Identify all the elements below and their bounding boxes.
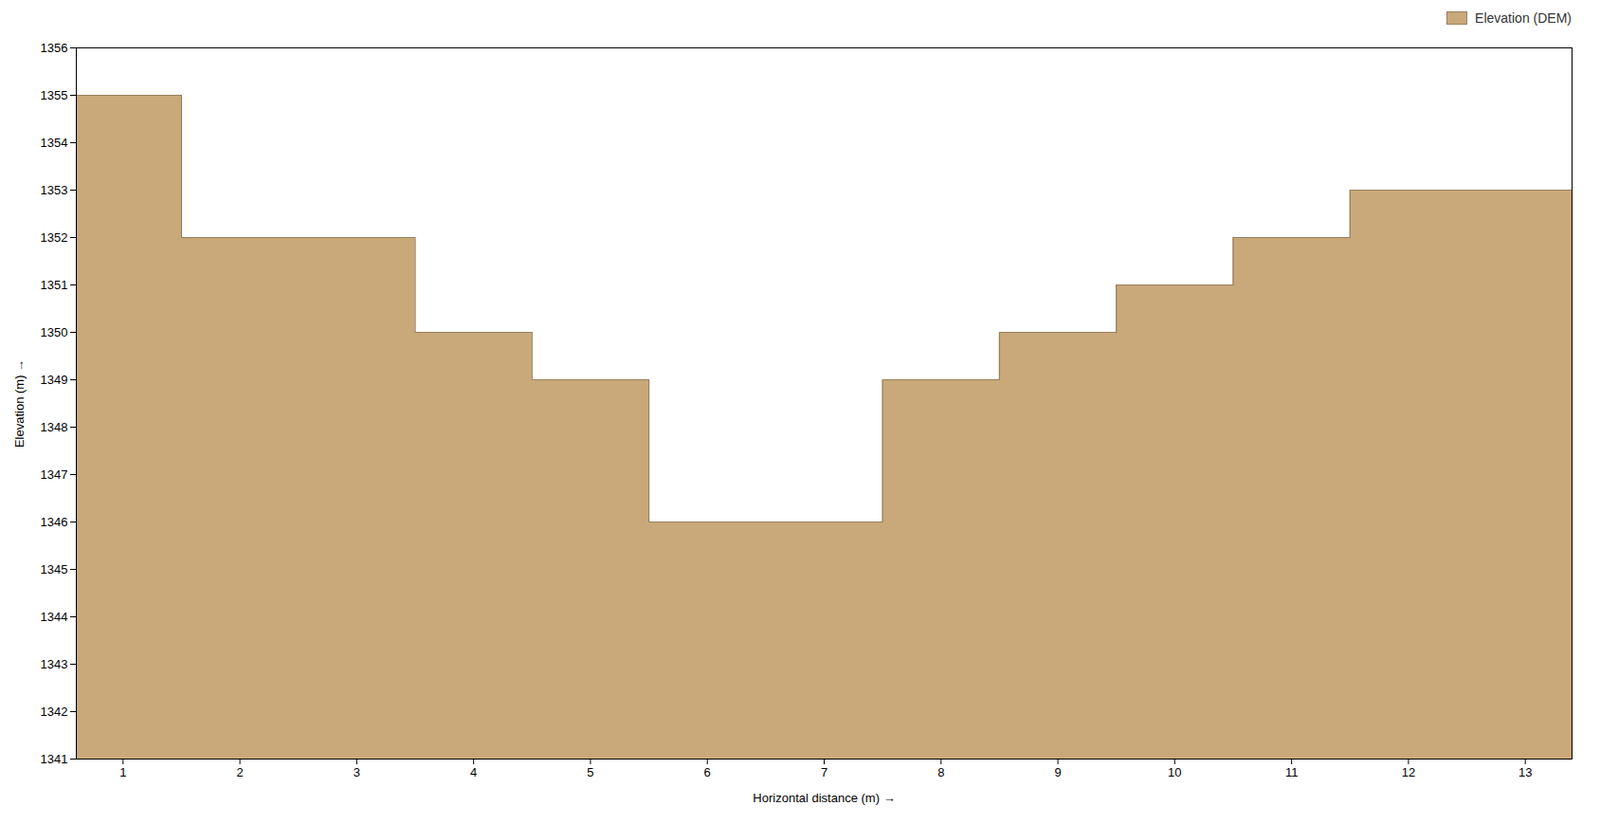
svg-text:12: 12 bbox=[1401, 764, 1416, 780]
svg-text:6: 6 bbox=[704, 764, 711, 780]
svg-text:9: 9 bbox=[1054, 764, 1061, 780]
svg-text:Horizontal distance (m) →: Horizontal distance (m) → bbox=[752, 790, 895, 805]
svg-text:1343: 1343 bbox=[40, 656, 69, 672]
svg-text:1345: 1345 bbox=[40, 562, 69, 577]
svg-text:1350: 1350 bbox=[40, 325, 69, 340]
svg-text:1342: 1342 bbox=[40, 704, 69, 719]
svg-text:1354: 1354 bbox=[40, 135, 69, 150]
svg-text:1344: 1344 bbox=[40, 609, 69, 624]
svg-text:1353: 1353 bbox=[40, 182, 69, 198]
svg-text:5: 5 bbox=[586, 764, 594, 780]
svg-text:2: 2 bbox=[236, 764, 243, 780]
svg-text:1341: 1341 bbox=[40, 751, 69, 766]
svg-text:3: 3 bbox=[353, 764, 361, 780]
svg-text:Elevation (m) →: Elevation (m) → bbox=[12, 359, 27, 448]
svg-text:8: 8 bbox=[937, 764, 945, 780]
svg-text:7: 7 bbox=[820, 764, 828, 780]
svg-text:10: 10 bbox=[1167, 764, 1182, 780]
svg-text:13: 13 bbox=[1518, 764, 1532, 780]
svg-text:11: 11 bbox=[1285, 764, 1299, 780]
svg-text:1355: 1355 bbox=[40, 88, 69, 103]
svg-text:4: 4 bbox=[470, 764, 477, 780]
html-text:Elevation (DEM): Elevation (DEM) bbox=[1474, 10, 1572, 26]
svg-text:1348: 1348 bbox=[40, 419, 69, 435]
svg-text:1356: 1356 bbox=[40, 40, 69, 55]
svg-text:1352: 1352 bbox=[40, 230, 69, 245]
svg-text:1351: 1351 bbox=[40, 277, 69, 292]
svg-text:1346: 1346 bbox=[40, 514, 69, 529]
svg-text:1347: 1347 bbox=[40, 467, 69, 482]
svg-text:1349: 1349 bbox=[40, 372, 69, 387]
svg-text:1: 1 bbox=[119, 764, 127, 780]
